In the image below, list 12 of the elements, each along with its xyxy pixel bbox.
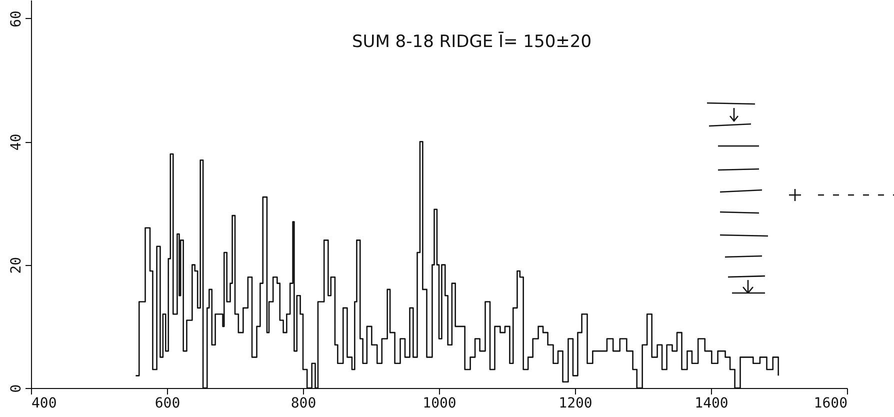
x-tick-label: 1000 — [422, 396, 456, 412]
y-tick-label: 40 — [8, 134, 24, 151]
x-tick-label: 800 — [290, 396, 316, 412]
x-tick-label: 400 — [32, 396, 57, 412]
y-tick-label: 20 — [8, 256, 24, 274]
x-tick-label: 1200 — [558, 396, 592, 412]
y-tick-label: 60 — [8, 10, 24, 28]
x-tick-label: 600 — [154, 396, 180, 412]
y-tick-label: 0 — [8, 384, 24, 393]
x-tick-label: 1400 — [694, 396, 728, 412]
x-tick-label: 1600 — [814, 396, 848, 412]
annotation: SUM 8-18 RIDGE Ī= 150±20 — [352, 31, 592, 52]
